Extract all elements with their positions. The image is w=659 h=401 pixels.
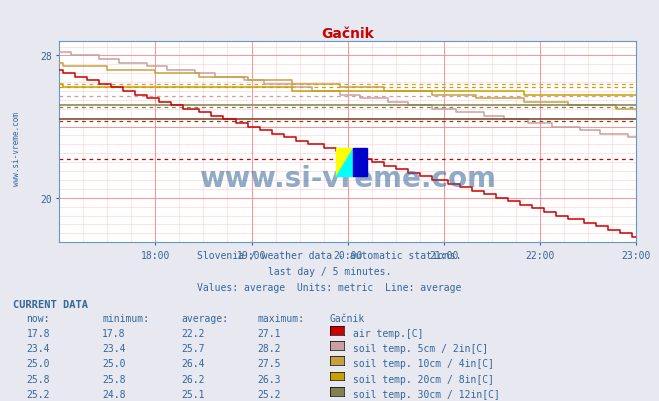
Text: 25.2: 25.2: [257, 389, 281, 399]
Text: Slovenia / weather data - automatic stations.: Slovenia / weather data - automatic stat…: [197, 251, 462, 261]
Polygon shape: [336, 148, 353, 177]
Text: 25.8: 25.8: [102, 374, 126, 384]
Polygon shape: [336, 148, 353, 177]
Text: 22.2: 22.2: [181, 328, 205, 338]
Text: soil temp. 10cm / 4in[C]: soil temp. 10cm / 4in[C]: [353, 358, 494, 369]
Text: 26.4: 26.4: [181, 358, 205, 369]
Text: Values: average  Units: metric  Line: average: Values: average Units: metric Line: aver…: [197, 283, 462, 293]
Text: 23.4: 23.4: [26, 343, 50, 353]
Text: 23.4: 23.4: [102, 343, 126, 353]
Text: www.si-vreme.com: www.si-vreme.com: [199, 164, 496, 192]
Text: 26.3: 26.3: [257, 374, 281, 384]
Text: soil temp. 20cm / 8in[C]: soil temp. 20cm / 8in[C]: [353, 374, 494, 384]
Text: maximum:: maximum:: [257, 313, 304, 323]
Text: Gačnik: Gačnik: [330, 313, 364, 323]
Text: 25.7: 25.7: [181, 343, 205, 353]
Text: 17.8: 17.8: [102, 328, 126, 338]
Text: air temp.[C]: air temp.[C]: [353, 328, 423, 338]
Text: 27.1: 27.1: [257, 328, 281, 338]
Text: 27.5: 27.5: [257, 358, 281, 369]
Text: soil temp. 30cm / 12in[C]: soil temp. 30cm / 12in[C]: [353, 389, 500, 399]
Title: Gačnik: Gačnik: [321, 27, 374, 41]
Text: 25.0: 25.0: [102, 358, 126, 369]
Text: 26.2: 26.2: [181, 374, 205, 384]
Text: now:: now:: [26, 313, 50, 323]
Text: minimum:: minimum:: [102, 313, 149, 323]
Text: 25.0: 25.0: [26, 358, 50, 369]
Text: 24.8: 24.8: [102, 389, 126, 399]
Text: last day / 5 minutes.: last day / 5 minutes.: [268, 267, 391, 277]
Polygon shape: [353, 148, 367, 177]
Text: 25.2: 25.2: [26, 389, 50, 399]
Text: 17.8: 17.8: [26, 328, 50, 338]
Text: soil temp. 5cm / 2in[C]: soil temp. 5cm / 2in[C]: [353, 343, 488, 353]
Text: www.si-vreme.com: www.si-vreme.com: [12, 111, 21, 185]
Text: 25.8: 25.8: [26, 374, 50, 384]
Text: CURRENT DATA: CURRENT DATA: [13, 299, 88, 309]
Text: 28.2: 28.2: [257, 343, 281, 353]
Text: 25.1: 25.1: [181, 389, 205, 399]
Text: average:: average:: [181, 313, 228, 323]
